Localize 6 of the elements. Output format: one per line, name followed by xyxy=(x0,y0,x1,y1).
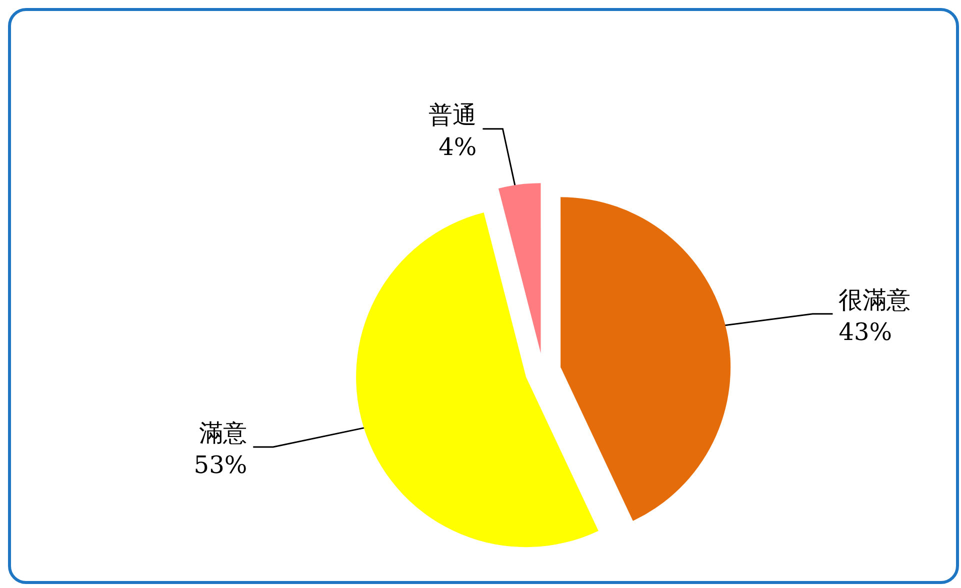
data-label: 43% xyxy=(838,318,892,346)
slice-label: 滿意 xyxy=(199,418,248,447)
data-label: 53% xyxy=(194,450,248,479)
data-label: 4% xyxy=(438,132,477,161)
slice-label: 普通 xyxy=(428,100,477,129)
slice-label: 很滿意 xyxy=(838,286,911,314)
